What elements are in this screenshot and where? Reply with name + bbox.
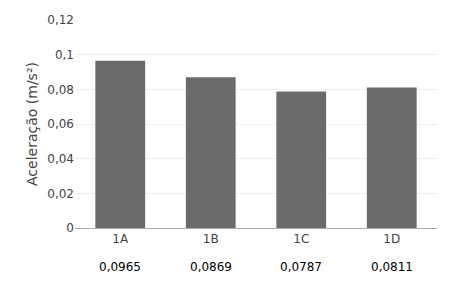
svg-text:0: 0 bbox=[66, 221, 74, 235]
svg-text:0,0965: 0,0965 bbox=[99, 260, 141, 274]
svg-text:Aceleração (m/s²): Aceleração (m/s²) bbox=[24, 62, 40, 186]
svg-text:0,1: 0,1 bbox=[55, 48, 74, 62]
svg-text:0,02: 0,02 bbox=[47, 187, 74, 201]
svg-text:0,08: 0,08 bbox=[47, 83, 74, 97]
svg-text:0,06: 0,06 bbox=[47, 117, 74, 131]
svg-text:1C: 1C bbox=[293, 232, 309, 246]
svg-text:1B: 1B bbox=[203, 232, 219, 246]
svg-text:0,12: 0,12 bbox=[47, 13, 74, 27]
svg-text:0,04: 0,04 bbox=[47, 152, 74, 166]
svg-text:0,0811: 0,0811 bbox=[371, 260, 413, 274]
svg-text:0,0787: 0,0787 bbox=[280, 260, 322, 274]
svg-text:0,0869: 0,0869 bbox=[190, 260, 232, 274]
svg-text:1A: 1A bbox=[112, 232, 129, 246]
svg-text:1D: 1D bbox=[383, 232, 400, 246]
